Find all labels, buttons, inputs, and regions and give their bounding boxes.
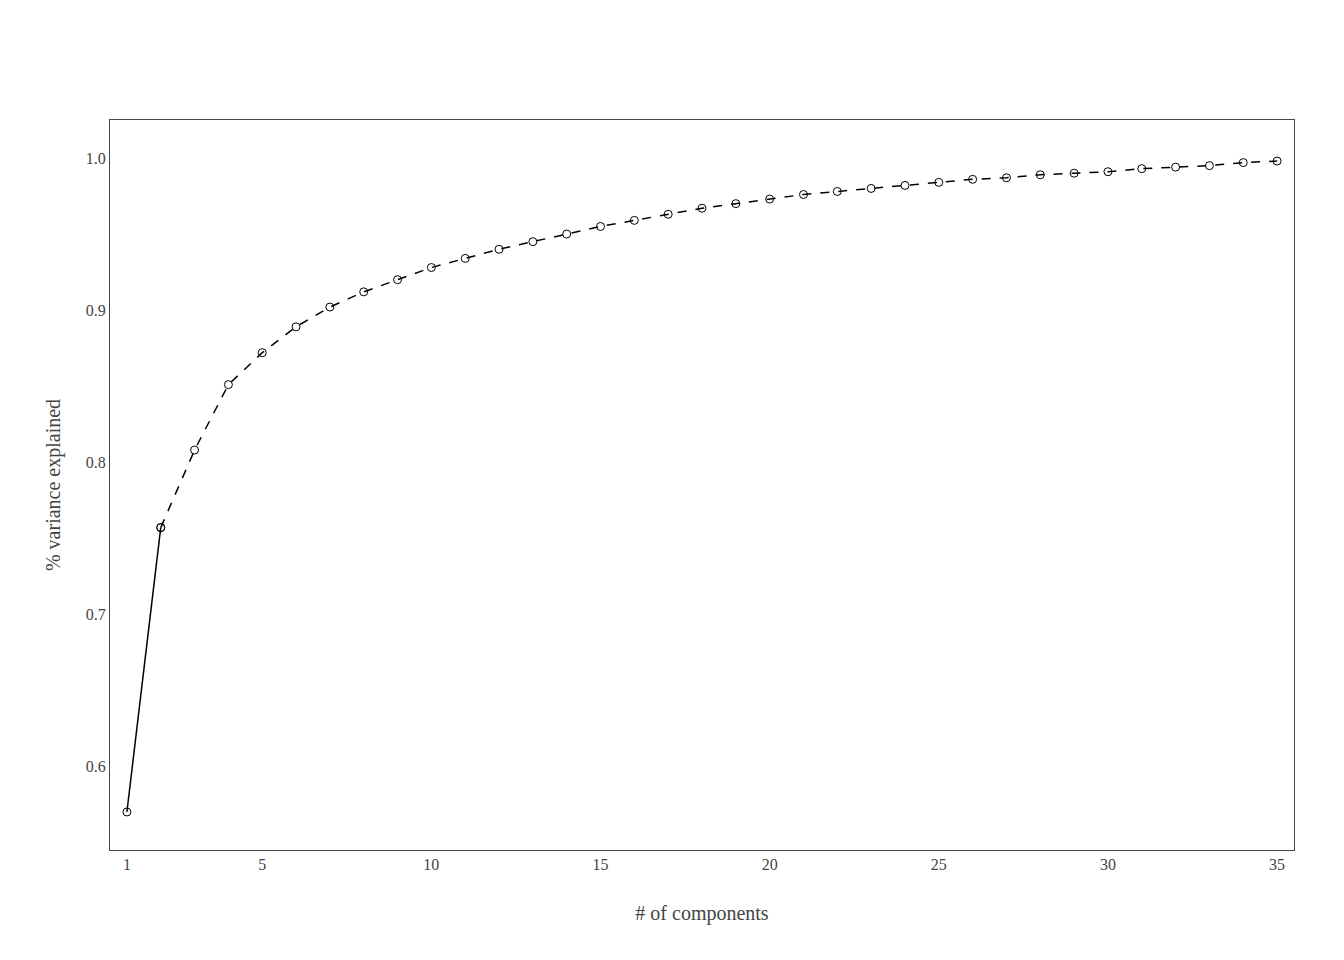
svg-text:35: 35 bbox=[1269, 856, 1285, 873]
svg-text:30: 30 bbox=[1100, 856, 1116, 873]
svg-text:1: 1 bbox=[123, 856, 131, 873]
svg-text:0.9: 0.9 bbox=[86, 302, 106, 319]
svg-text:0.6: 0.6 bbox=[86, 758, 106, 775]
svg-text:1.0: 1.0 bbox=[86, 150, 106, 167]
svg-text:20: 20 bbox=[762, 856, 778, 873]
svg-text:15: 15 bbox=[593, 856, 609, 873]
svg-text:10: 10 bbox=[423, 856, 439, 873]
svg-text:25: 25 bbox=[931, 856, 947, 873]
svg-text:# of components: # of components bbox=[635, 902, 769, 925]
svg-text:0.8: 0.8 bbox=[86, 454, 106, 471]
svg-text:% variance explained: % variance explained bbox=[42, 399, 65, 571]
svg-text:0.7: 0.7 bbox=[86, 606, 106, 623]
svg-text:5: 5 bbox=[258, 856, 266, 873]
